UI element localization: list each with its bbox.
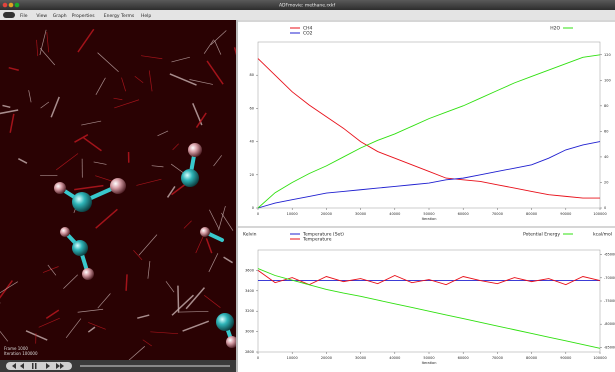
menu-item[interactable]: Energy Terms (104, 13, 135, 19)
y-tick-label: 3000 (245, 330, 254, 334)
x-tick-label: 90000 (560, 356, 571, 360)
x-tick-label: 20000 (321, 356, 332, 360)
frame-slider[interactable] (80, 365, 230, 367)
x-tick-label: 30000 (355, 212, 366, 216)
legend-label: Potential Energy (523, 232, 560, 238)
menu-item[interactable]: File (20, 13, 28, 19)
y-tick-label: 60 (250, 106, 254, 110)
menu-item[interactable]: Graph (53, 13, 67, 19)
y-tick-label: 40 (250, 140, 254, 144)
x-tick-label: 0 (257, 356, 259, 360)
close-button[interactable] (3, 3, 8, 8)
atom (188, 143, 202, 157)
legend-label: CO2 (303, 31, 313, 37)
atom (72, 192, 92, 212)
x-tick-label: 80000 (526, 212, 537, 216)
x-tick-label: 100000 (593, 212, 606, 216)
y2-tick-label: 60 (604, 129, 608, 133)
x-tick-label: 50000 (423, 212, 434, 216)
atom (60, 227, 70, 237)
y-tick-label: 20 (250, 173, 254, 177)
x-tick-label: 10000 (287, 212, 298, 216)
app-window: ADFmovie: methane.rxkf File View Graph Prop… (0, 0, 615, 372)
x-tick-label: 10000 (287, 356, 298, 360)
splitter[interactable] (236, 20, 238, 372)
y2-tick-label: -85000 (604, 345, 615, 349)
y2-tick-label: 20 (604, 180, 608, 184)
y2-tick-label: 120 (604, 53, 611, 57)
stick (126, 274, 127, 290)
x-tick-label: 30000 (355, 356, 366, 360)
menu-item[interactable]: View (36, 13, 47, 19)
y2-tick-label: 40 (604, 155, 608, 159)
y-tick-label: 80 (250, 73, 254, 77)
menu-item[interactable]: Properties (72, 13, 95, 19)
menu-item[interactable]: Help (141, 13, 151, 19)
maximize-button[interactable] (15, 3, 20, 8)
app-icon (3, 12, 15, 18)
x-tick-label: 50000 (423, 356, 434, 360)
window-title: ADFmovie: methane.rxkf (279, 3, 335, 9)
y-tick-label: 0 (252, 206, 254, 210)
y-axis-label: Kelvin (243, 232, 257, 238)
y2-tick-label: -70000 (604, 276, 615, 280)
stick (178, 286, 179, 313)
y2-tick-label: -75000 (604, 299, 615, 303)
atom (181, 169, 199, 187)
y2-axis-label: kcal/mol (593, 232, 612, 238)
minimize-button[interactable] (9, 3, 14, 8)
y-tick-label: 3400 (245, 289, 254, 293)
atom (72, 240, 88, 256)
y-tick-label: 3200 (245, 309, 254, 313)
x-tick-label: 0 (257, 212, 259, 216)
x-axis-label: Iteration (422, 217, 437, 221)
y2-tick-label: 80 (604, 104, 608, 108)
x-tick-label: 80000 (526, 356, 537, 360)
y2-tick-label: -80000 (604, 322, 615, 326)
x-tick-label: 70000 (492, 212, 503, 216)
y2-tick-label: -65000 (604, 253, 615, 257)
x-tick-label: 90000 (560, 212, 571, 216)
legend-label: H2O (550, 26, 560, 32)
atom (110, 178, 126, 194)
menu: File View Graph Properties Energy Terms Help (20, 13, 151, 19)
legend-label: Temperature (302, 237, 332, 243)
x-tick-label: 20000 (321, 212, 332, 216)
y-tick-label: 3600 (245, 268, 254, 272)
x-tick-label: 60000 (458, 212, 469, 216)
y2-tick-label: 100 (604, 78, 611, 82)
y2-tick-label: 0 (604, 206, 606, 210)
x-tick-label: 40000 (389, 356, 400, 360)
iteration-label: Iteration 100000 (4, 351, 38, 356)
x-tick-label: 100000 (593, 356, 606, 360)
y-tick-label: 2800 (245, 350, 254, 354)
x-tick-label: 40000 (389, 212, 400, 216)
atom (82, 268, 94, 280)
atom (54, 182, 66, 194)
x-axis-label: Iteration (422, 361, 437, 365)
atom (200, 227, 210, 237)
x-tick-label: 60000 (458, 356, 469, 360)
atom (216, 313, 234, 331)
bottom-chart-panel (238, 228, 615, 372)
x-tick-label: 70000 (492, 356, 503, 360)
